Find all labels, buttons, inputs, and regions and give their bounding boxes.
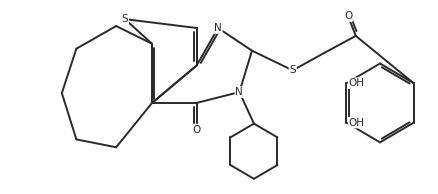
Text: S: S [122, 14, 128, 24]
Text: N: N [214, 23, 222, 33]
Text: O: O [193, 125, 201, 134]
Text: OH: OH [349, 118, 364, 128]
Text: N: N [236, 87, 243, 97]
Text: O: O [344, 11, 352, 21]
Text: S: S [290, 65, 296, 75]
Text: OH: OH [349, 78, 364, 88]
